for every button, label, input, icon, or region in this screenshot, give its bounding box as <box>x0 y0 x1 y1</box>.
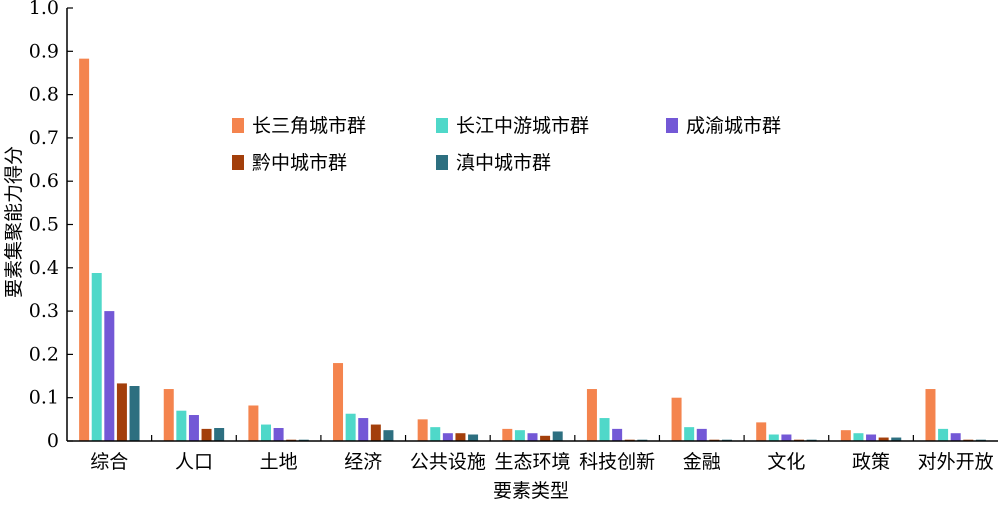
bar-2-9 <box>768 434 779 441</box>
bar-3-9 <box>781 434 792 441</box>
legend-item: 长三角城市群 <box>232 115 366 137</box>
x-tick-label: 对外开放 <box>918 451 994 473</box>
y-tick-label: 0.3 <box>29 300 59 322</box>
bar-3-4 <box>358 418 369 441</box>
bar-1-8 <box>671 397 682 441</box>
legend-swatch <box>436 118 448 133</box>
bar-4-6 <box>540 435 551 441</box>
bar-1-5 <box>417 419 428 441</box>
legend-label: 长三角城市群 <box>252 115 366 137</box>
y-tick-label: 0.6 <box>29 170 59 192</box>
x-tick-label: 经济 <box>344 451 382 473</box>
bar-2-7 <box>599 418 610 441</box>
y-tick-label: 0.8 <box>29 84 59 106</box>
legend-swatch <box>666 118 678 133</box>
y-tick-label: 0.5 <box>29 214 59 236</box>
bar-3-6 <box>527 433 538 441</box>
x-tick-label: 土地 <box>260 451 298 473</box>
legend-item: 黔中城市群 <box>232 152 347 174</box>
bar-2-4 <box>345 413 356 441</box>
x-tick-label: 文化 <box>767 451 805 473</box>
x-tick-label: 人口 <box>175 451 213 473</box>
bar-2-6 <box>514 430 525 441</box>
bar-3-8 <box>696 428 707 441</box>
bar-5-1 <box>129 386 140 441</box>
bar-1-9 <box>756 422 767 441</box>
legend-label: 黔中城市群 <box>252 152 347 174</box>
y-tick-label: 0.2 <box>29 343 59 365</box>
bar-4-4 <box>370 424 381 441</box>
legend-label: 成渝城市群 <box>686 115 781 137</box>
x-tick-label: 公共设施 <box>410 451 486 473</box>
bar-4-1 <box>116 383 127 441</box>
y-axis-title: 要素集聚能力得分 <box>3 146 25 298</box>
y-tick-label: 0.4 <box>29 257 59 279</box>
bar-5-10 <box>891 437 902 441</box>
legend-swatch <box>436 155 448 170</box>
legend-swatch <box>232 118 244 133</box>
bar-5-5 <box>468 434 479 441</box>
x-tick-label: 综合 <box>90 451 128 473</box>
bar-1-4 <box>333 363 344 441</box>
legend-item: 长江中游城市群 <box>436 115 589 137</box>
bar-2-10 <box>853 433 864 441</box>
bar-3-11 <box>950 433 961 441</box>
bar-2-11 <box>938 428 949 441</box>
bar-2-5 <box>430 427 441 441</box>
bar-1-10 <box>840 430 851 441</box>
bar-5-2 <box>214 428 225 441</box>
bar-2-3 <box>260 424 271 441</box>
x-tick-label: 科技创新 <box>579 451 655 473</box>
legend-label: 长江中游城市群 <box>456 115 589 137</box>
bar-3-7 <box>612 428 623 441</box>
bar-1-1 <box>79 58 90 441</box>
axes-layer <box>66 8 998 442</box>
bar-5-6 <box>552 431 563 441</box>
legend-label: 滇中城市群 <box>456 152 551 174</box>
bar-5-4 <box>383 430 394 441</box>
y-tick-label: 0.9 <box>29 40 59 62</box>
bar-3-5 <box>442 433 453 441</box>
bar-2-1 <box>91 273 102 441</box>
legend-item: 滇中城市群 <box>436 152 551 174</box>
x-axis-title: 要素类型 <box>493 480 569 502</box>
bar-4-10 <box>878 437 889 441</box>
bar-1-2 <box>163 389 174 441</box>
bar-3-3 <box>273 428 284 441</box>
bar-1-11 <box>925 389 936 441</box>
bar-1-6 <box>502 428 513 441</box>
y-tick-label: 0 <box>47 430 59 452</box>
y-tick-label: 0.7 <box>29 127 59 149</box>
bar-3-1 <box>104 311 115 441</box>
x-tick-label: 政策 <box>852 451 890 473</box>
bar-3-10 <box>866 434 877 441</box>
bars-layer <box>79 58 986 441</box>
bar-1-3 <box>248 405 259 441</box>
bar-4-2 <box>201 428 212 441</box>
y-tick-label: 1.0 <box>29 0 59 19</box>
x-tick-label: 生态环境 <box>494 451 570 473</box>
bar-2-2 <box>176 410 187 441</box>
bar-3-2 <box>188 415 199 441</box>
bar-1-7 <box>586 389 597 441</box>
legend-item: 成渝城市群 <box>666 115 781 137</box>
bar-2-8 <box>684 427 695 441</box>
legend-swatch <box>232 155 244 170</box>
x-tick-label: 金融 <box>683 451 721 473</box>
bar-4-5 <box>455 433 466 441</box>
y-tick-label: 0.1 <box>29 387 59 409</box>
ticks-layer: 综合 人口 土地 经济 公共设施 生态环境 科技创新 金融 文化 政策 对外开放 0 0.1 0.2 0.3… <box>29 0 994 473</box>
